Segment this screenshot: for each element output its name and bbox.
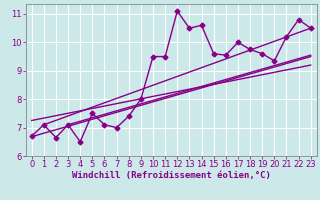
X-axis label: Windchill (Refroidissement éolien,°C): Windchill (Refroidissement éolien,°C) — [72, 171, 271, 180]
